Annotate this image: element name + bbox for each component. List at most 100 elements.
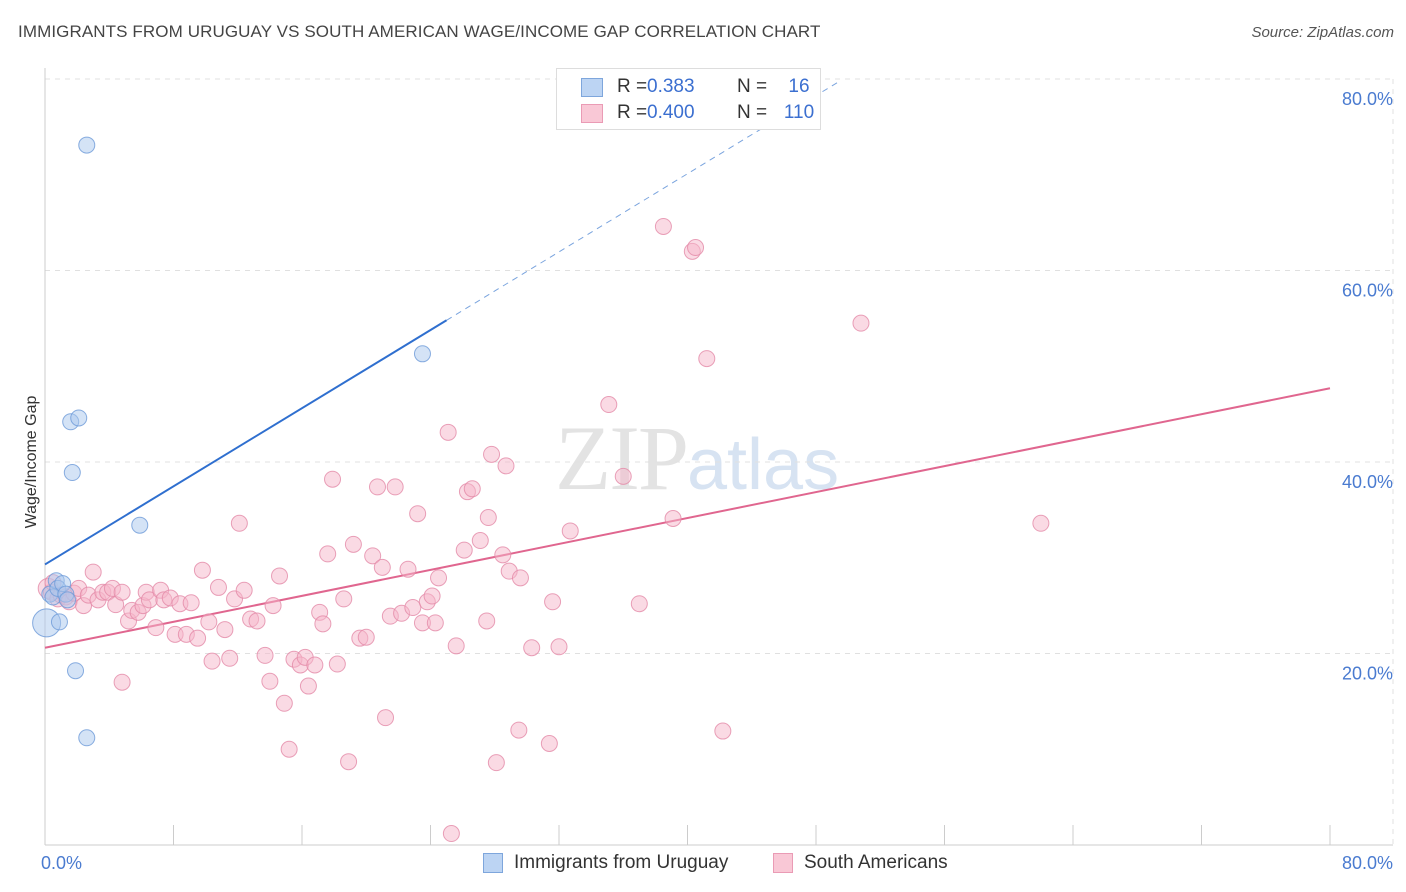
point-south-americans — [550, 638, 568, 656]
south-americans-legend-swatch — [773, 853, 793, 873]
trend-line-south-americans — [44, 387, 1331, 649]
point-south-americans — [248, 612, 266, 630]
point-south-americans — [852, 314, 870, 332]
point-south-americans — [511, 569, 529, 587]
point-uruguay — [413, 345, 431, 363]
point-south-americans — [404, 599, 422, 617]
point-south-americans — [540, 735, 558, 753]
point-south-americans — [426, 614, 444, 632]
point-south-americans — [479, 509, 497, 527]
point-south-americans — [471, 532, 489, 550]
point-south-americans — [230, 514, 248, 532]
point-south-americans — [221, 649, 239, 667]
point-south-americans — [216, 621, 234, 639]
x-tick-label: 0.0% — [41, 853, 82, 873]
legend-n-value: 16 — [788, 76, 810, 97]
point-south-americans — [430, 569, 448, 587]
point-uruguay — [50, 613, 68, 631]
point-south-americans — [271, 567, 289, 585]
point-uruguay — [70, 409, 88, 427]
axes — [44, 68, 1393, 846]
point-south-americans — [463, 480, 481, 498]
point-south-americans — [510, 721, 528, 739]
point-south-americans — [654, 217, 672, 235]
legend-n-label: N = — [737, 102, 768, 123]
point-south-americans — [377, 709, 395, 727]
point-south-americans — [328, 655, 346, 673]
point-south-americans — [264, 597, 282, 615]
point-south-americans — [203, 652, 221, 670]
point-south-americans — [483, 445, 501, 463]
y-tick-label: 40.0% — [1342, 472, 1393, 492]
legend-n-value: 110 — [783, 102, 815, 123]
point-south-americans — [442, 825, 460, 843]
y-axis-title: Wage/Income Gap — [23, 396, 40, 529]
x-tick-label: 80.0% — [1342, 853, 1393, 873]
point-south-americans — [478, 612, 496, 630]
point-south-americans — [600, 396, 618, 414]
axis-labels: 20.0% 40.0% 60.0% 80.0% 0.0% 80.0% Wage/Income… — [23, 89, 1393, 873]
correlation-legend: R = 0.383 N = 16 R = 0.400 N = 110 — [556, 68, 821, 130]
points-uruguay — [32, 136, 431, 747]
point-uruguay — [131, 516, 149, 534]
point-south-americans — [664, 509, 682, 527]
legend-r-value: 0.383 — [647, 76, 695, 97]
watermark-main: ZIP — [555, 407, 689, 509]
point-south-americans — [386, 478, 404, 496]
trend-lines — [44, 80, 1331, 649]
south-americans-swatch — [581, 103, 603, 123]
bottom-legend-uruguay: Immigrants from Uruguay — [483, 852, 728, 874]
points-south-americans — [37, 217, 1050, 843]
point-south-americans — [687, 239, 705, 257]
y-tick-label: 80.0% — [1342, 89, 1393, 109]
point-south-americans — [335, 590, 353, 608]
uruguay-legend-label: Immigrants from Uruguay — [514, 852, 729, 873]
point-south-americans — [373, 558, 391, 576]
point-south-americans — [455, 541, 473, 559]
point-uruguay — [78, 729, 96, 747]
point-south-americans — [261, 672, 279, 690]
point-south-americans — [544, 593, 562, 611]
point-south-americans — [494, 546, 512, 564]
point-south-americans — [698, 350, 716, 368]
point-south-americans — [523, 639, 541, 657]
point-south-americans — [256, 646, 274, 664]
point-south-americans — [399, 560, 417, 578]
legend-r-label: R = — [617, 102, 648, 123]
bottom-legend-south-americans: South Americans — [773, 852, 948, 874]
legend-n-label: N = — [737, 76, 768, 97]
point-south-americans — [84, 563, 102, 581]
point-south-americans — [235, 581, 253, 599]
point-south-americans — [357, 628, 375, 646]
uruguay-swatch — [581, 77, 603, 97]
legend-row-uruguay: R = 0.383 N = 16 — [581, 75, 819, 99]
legend-r-label: R = — [617, 76, 648, 97]
watermark: ZIPatlas — [555, 405, 839, 511]
legend-r-value: 0.400 — [647, 102, 695, 123]
point-uruguay — [63, 464, 81, 482]
point-south-americans — [182, 594, 200, 612]
point-south-americans — [439, 423, 457, 441]
point-south-americans — [561, 522, 579, 540]
y-tick-label: 60.0% — [1342, 281, 1393, 301]
point-south-americans — [319, 545, 337, 563]
point-south-americans — [113, 583, 131, 601]
point-south-americans — [147, 619, 165, 637]
point-uruguay — [78, 136, 96, 154]
point-south-americans — [299, 677, 317, 695]
uruguay-legend-swatch — [483, 853, 503, 873]
point-south-americans — [306, 656, 324, 674]
point-south-americans — [113, 673, 131, 691]
point-south-americans — [614, 467, 632, 485]
point-south-americans — [340, 753, 358, 771]
point-south-americans — [714, 722, 732, 740]
south-americans-legend-label: South Americans — [804, 852, 948, 873]
point-south-americans — [324, 470, 342, 488]
point-south-americans — [368, 478, 386, 496]
point-south-americans — [423, 587, 441, 605]
source-label: Source: ZipAtlas.com — [1251, 24, 1394, 41]
point-uruguay — [58, 591, 76, 609]
point-south-americans — [409, 505, 427, 523]
point-south-americans — [487, 754, 505, 772]
